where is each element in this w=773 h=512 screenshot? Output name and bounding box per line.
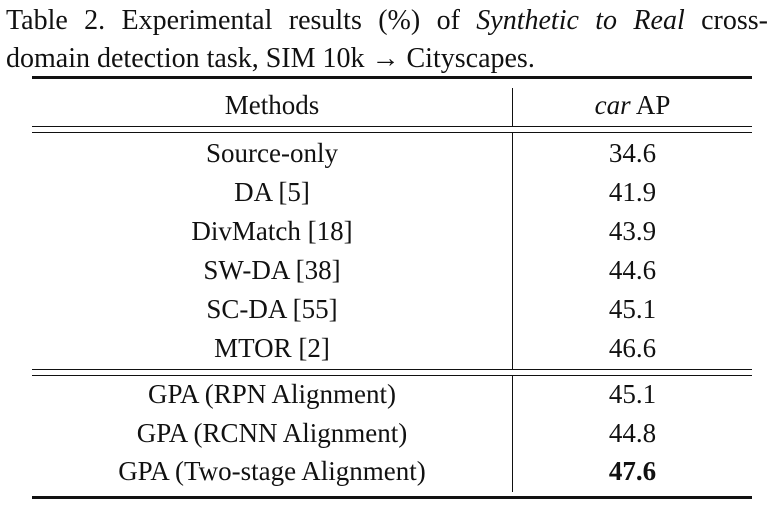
- caption-text: Table 2. Experimental results (%) of: [6, 5, 477, 36]
- value-cell: 45.1: [608, 379, 657, 409]
- best-value-cell: 47.6: [608, 456, 657, 486]
- bottom-rule: [32, 496, 752, 499]
- method-cell: DA [5]: [234, 177, 310, 207]
- method-cell: Source-only: [206, 138, 338, 168]
- table-row: SW-DA [38] 44.6: [32, 251, 752, 289]
- caption-italic-text: Synthetic to Real: [476, 5, 685, 36]
- value-cell: 44.6: [608, 255, 657, 285]
- table-row: MTOR [2] 46.6: [32, 329, 752, 367]
- method-cell: DivMatch [18]: [191, 216, 353, 246]
- value-cell: 43.9: [608, 216, 657, 246]
- caption-line-1: Table 2. Experimental results (%) of Syn…: [6, 2, 768, 40]
- table-header: Methods car AP: [32, 86, 752, 124]
- column-divider: [512, 376, 513, 492]
- header-methods: Methods: [224, 90, 320, 120]
- column-divider: [512, 88, 513, 126]
- top-rule: [32, 76, 752, 79]
- table-row: GPA (RCNN Alignment) 44.8: [32, 414, 752, 452]
- method-cell: GPA (RCNN Alignment): [136, 418, 408, 448]
- table-row: Source-only 34.6: [32, 134, 752, 172]
- value-cell: 44.8: [608, 418, 657, 448]
- method-cell: SW-DA [38]: [203, 255, 341, 285]
- method-cell: SC-DA [55]: [206, 294, 338, 324]
- caption-line-2: domain detection task, SIM 10k → Citysca…: [6, 43, 535, 74]
- value-cell: 41.9: [608, 177, 657, 207]
- method-cell: MTOR [2]: [214, 333, 330, 363]
- header-rule-lower: [32, 132, 752, 133]
- table-row: DivMatch [18] 43.9: [32, 212, 752, 250]
- group-rule-lower: [32, 375, 752, 376]
- caption-text: cross-: [684, 5, 768, 36]
- column-divider: [512, 133, 513, 369]
- header-metric-italic: car: [594, 90, 631, 120]
- value-cell: 34.6: [608, 138, 657, 168]
- table-caption: Table 2. Experimental results (%) of Syn…: [6, 2, 768, 78]
- table-row: DA [5] 41.9: [32, 173, 752, 211]
- group-rule-upper: [32, 369, 752, 370]
- method-cell: GPA (RPN Alignment): [147, 379, 397, 409]
- header-car-ap: car AP: [513, 86, 752, 124]
- table-row: SC-DA [55] 45.1: [32, 290, 752, 328]
- table-row: GPA (Two-stage Alignment) 47.6: [32, 452, 752, 490]
- header-metric-suffix: AP: [630, 90, 671, 120]
- header-rule-upper: [32, 126, 752, 127]
- value-cell: 46.6: [608, 333, 657, 363]
- method-cell: GPA (Two-stage Alignment): [118, 456, 426, 486]
- table-row: GPA (RPN Alignment) 45.1: [32, 375, 752, 413]
- value-cell: 45.1: [608, 294, 657, 324]
